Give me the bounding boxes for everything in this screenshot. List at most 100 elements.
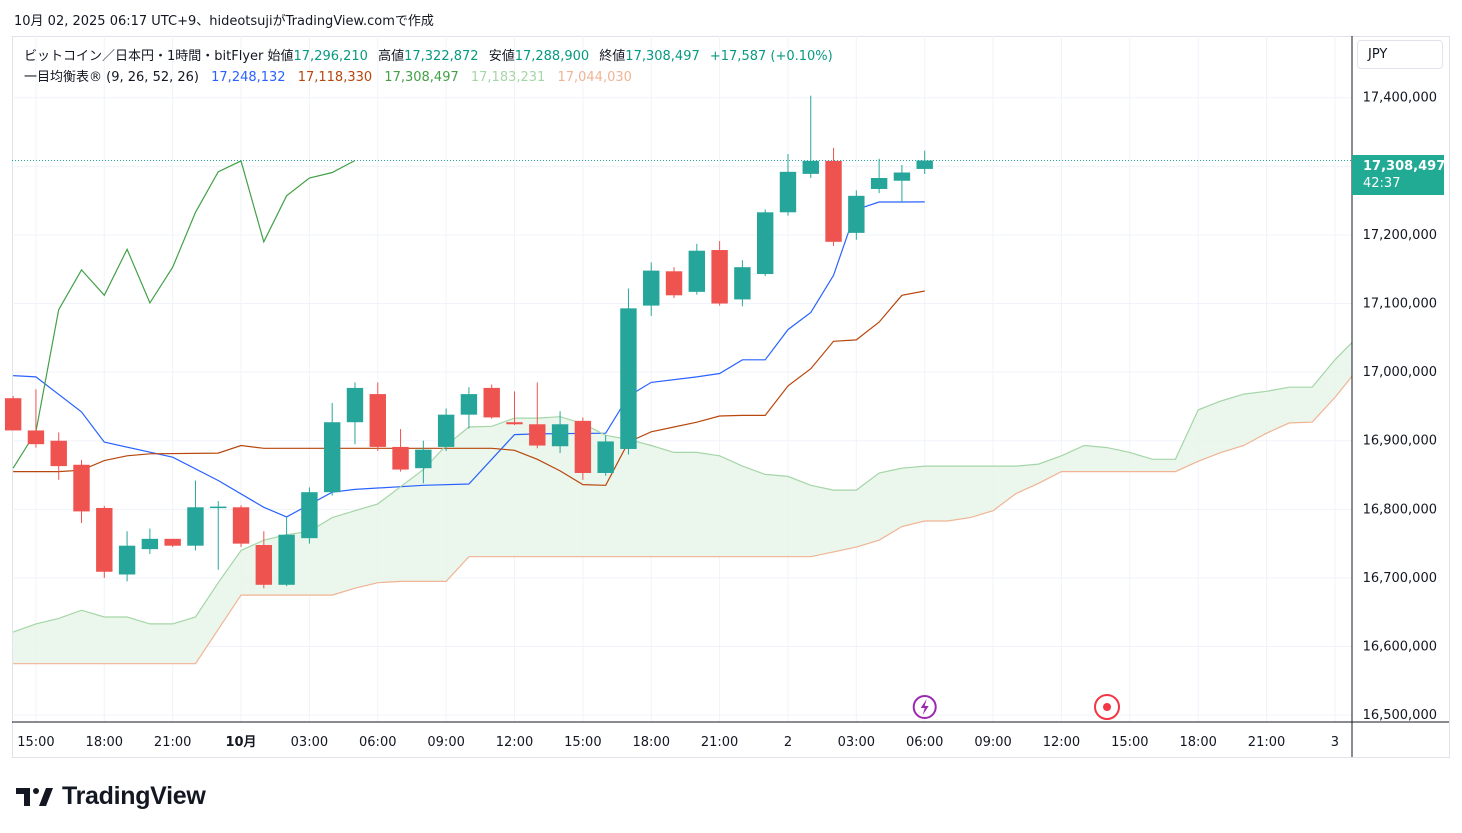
brand-name: TradingView — [62, 782, 206, 810]
ichimoku-cloud — [13, 342, 1353, 664]
symbol-legend[interactable]: ビットコイン／日本円・1時間・bitFlyer 始値17,296,210 高値1… — [24, 45, 833, 64]
price-tick-label: 17,200,000 — [1363, 228, 1437, 243]
symbol-name[interactable]: ビットコイン／日本円・1時間・bitFlyer — [24, 49, 264, 64]
time-tick-label: 18:00 — [86, 735, 123, 750]
time-tick-label: 03:00 — [838, 735, 875, 750]
candle-body — [643, 270, 660, 306]
span-a-line — [12, 342, 1353, 633]
time-tick-label: 12:00 — [496, 735, 533, 750]
tradingview-logo-icon — [16, 787, 53, 806]
candle-body — [665, 271, 683, 296]
candle-body — [529, 424, 546, 446]
time-tick-label: 06:00 — [906, 735, 943, 750]
time-tick-label: 03:00 — [291, 735, 328, 750]
candle-body — [392, 446, 409, 470]
candle-body — [848, 195, 865, 233]
candle-body — [141, 538, 159, 550]
time-tick-label: 21:00 — [1248, 735, 1285, 750]
candle-body — [255, 545, 273, 585]
price-tick-label: 17,100,000 — [1363, 297, 1437, 312]
low-value: 17,288,900 — [514, 49, 590, 64]
lightning-event-bolt — [920, 699, 929, 715]
high-value: 17,322,872 — [404, 49, 479, 64]
span-a-value: 17,183,231 — [470, 70, 546, 85]
candle-body — [118, 545, 136, 575]
time-tick-label: 15:00 — [17, 735, 54, 750]
chart-caption: 10月 02, 2025 06:17 UTC+9、hideotsujiがTrad… — [14, 14, 434, 29]
candle-body — [916, 160, 933, 169]
candle-body — [27, 430, 45, 445]
span-b-line — [13, 375, 1353, 665]
candle-body — [232, 507, 250, 544]
time-tick-label: 2 — [784, 735, 792, 750]
candle-body — [802, 160, 819, 174]
bar-countdown: 42:37 — [1363, 176, 1401, 191]
candle-body — [483, 387, 500, 418]
candle-body — [96, 507, 113, 572]
close-value: 17,308,497 — [625, 49, 700, 64]
tenkan-value: 17,248,132 — [211, 70, 286, 85]
high-label: 高値 — [378, 49, 405, 64]
time-tick-label: 12:00 — [1043, 735, 1080, 750]
close-label: 終値 — [599, 49, 626, 64]
candle-body — [825, 160, 842, 242]
last-price-value: 17,308,497 — [1363, 159, 1446, 174]
currency-button[interactable]: JPY — [1357, 40, 1443, 69]
time-tick-label: 3 — [1331, 735, 1339, 750]
time-tick-label: 06:00 — [359, 735, 396, 750]
chart-frame — [12, 36, 1450, 758]
time-tick-label: 21:00 — [154, 735, 191, 750]
candle-body — [210, 506, 227, 509]
candle-body — [460, 394, 478, 415]
span-b-value: 17,044,030 — [557, 70, 632, 85]
price-tick-label: 16,600,000 — [1363, 640, 1437, 655]
last-price-badge: 17,308,497 42:37 — [1352, 155, 1446, 195]
candle-body — [278, 534, 295, 585]
candle-body — [734, 267, 751, 300]
candle-body — [506, 422, 523, 425]
candle-body — [369, 394, 386, 447]
candle-body — [711, 250, 728, 304]
axes: 16,500,000 16,600,000 16,700,000 16,800,000… — [12, 36, 1449, 757]
ichimoku-legend[interactable]: 一目均衡表® (9, 26, 52, 26) 17,248,132 17,118… — [24, 66, 640, 85]
ichimoku-label[interactable]: 一目均衡表® — [24, 70, 103, 85]
open-label: 始値 — [267, 49, 294, 64]
kijun-line — [13, 290, 925, 486]
ichimoku-params: (9, 26, 52, 26) — [106, 70, 199, 85]
open-value: 17,296,210 — [293, 49, 368, 64]
record-event-icon[interactable] — [1094, 694, 1121, 720]
candle-body — [574, 420, 592, 473]
time-tick-label: 21:00 — [701, 735, 738, 750]
time-tick-label: 18:00 — [633, 735, 670, 750]
candle-body — [756, 212, 774, 275]
candle-body — [415, 449, 432, 469]
low-label: 安値 — [488, 49, 515, 64]
chikou-value: 17,308,497 — [384, 70, 459, 85]
candle-body — [323, 422, 341, 493]
time-tick-label: 15:00 — [1111, 735, 1148, 750]
candle-body — [597, 441, 614, 473]
ichimoku-lines — [12, 159, 1353, 665]
tradingview-brand[interactable]: TradingView — [16, 782, 206, 811]
candle-body — [779, 171, 797, 213]
price-tick-label: 16,800,000 — [1363, 502, 1437, 517]
price-tick-label: 16,900,000 — [1363, 434, 1437, 449]
time-tick-label: 18:00 — [1179, 735, 1216, 750]
candle-body — [437, 414, 455, 447]
cloud-area — [13, 342, 1353, 664]
candle-body — [620, 308, 637, 449]
price-tick-label: 16,500,000 — [1363, 708, 1437, 723]
candle-body — [688, 250, 706, 292]
candle-body — [73, 464, 90, 512]
candle-body — [346, 387, 364, 423]
candle-body — [187, 507, 204, 546]
price-tick-label: 17,000,000 — [1363, 365, 1437, 380]
candles — [4, 95, 933, 589]
candle-body — [870, 178, 888, 189]
change-value: +17,587 (+0.10%) — [709, 49, 833, 64]
lightning-event-icon[interactable] — [912, 695, 937, 719]
time-tick-label: 15:00 — [564, 735, 601, 750]
time-tick-label: 09:00 — [974, 735, 1011, 750]
kijun-value: 17,118,330 — [297, 70, 373, 85]
